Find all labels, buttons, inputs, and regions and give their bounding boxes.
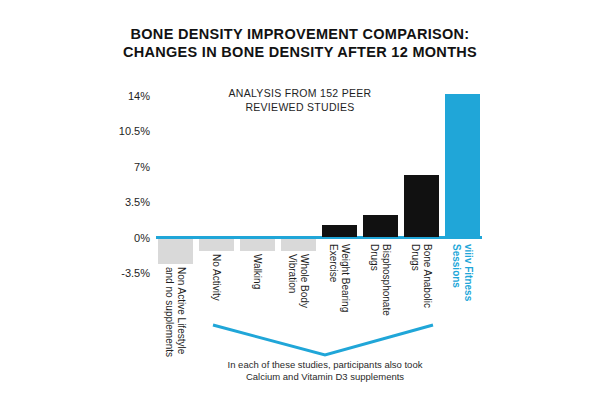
- bar-non-active-lifestyle-and-no-supplements: [158, 239, 193, 264]
- bar-label-walking: Walking: [250, 254, 263, 289]
- y-axis-tick: 14%: [80, 89, 150, 103]
- bar-viiiv-fitness-sessions: [445, 94, 480, 237]
- bar-walking: [240, 239, 275, 251]
- bar-weight-bearing-exercise: [322, 225, 357, 237]
- y-axis-tick: 0%: [80, 231, 150, 245]
- chart-title-line2: CHANGES IN BONE DENSITY AFTER 12 MONTHS: [0, 43, 600, 61]
- bar-whole-body-vibration: [281, 239, 316, 251]
- studies-note-line1: ANALYSIS FROM 152 PEER: [150, 87, 450, 101]
- y-axis-tick: -3.5%: [80, 266, 150, 280]
- chart-canvas: BONE DENSITY IMPROVEMENT COMPARISON: CHA…: [0, 0, 600, 400]
- supplements-note-line2: Calcium and Vitamin D3 supplements: [175, 371, 475, 383]
- bar-no-activity: [199, 239, 234, 251]
- chart-title-line1: BONE DENSITY IMPROVEMENT COMPARISON:: [0, 25, 600, 43]
- studies-note-line2: REVIEWED STUDIES: [150, 101, 450, 115]
- supplements-note: In each of these studies, participants a…: [175, 359, 475, 383]
- bar-label-no-activity: No Activity: [209, 254, 222, 301]
- studies-note: ANALYSIS FROM 152 PEER REVIEWED STUDIES: [150, 87, 450, 114]
- bar-label-non-active-lifestyle-and-no-supplements: Non Active Lifestyle and no supplements: [162, 267, 187, 357]
- bar-label-viiiv-fitness-sessions: viiiv Fitness Sessions: [449, 244, 474, 301]
- chart-title: BONE DENSITY IMPROVEMENT COMPARISON: CHA…: [0, 25, 600, 61]
- supplements-note-line1: In each of these studies, participants a…: [175, 359, 475, 371]
- bar-bone-anabolic-drugs: [404, 175, 439, 237]
- y-axis-tick: 3.5%: [80, 195, 150, 209]
- v-bracket-line: [213, 325, 433, 355]
- bar-label-whole-body-vibration: Whole Body Vibration: [285, 254, 310, 308]
- bar-label-bone-anabolic-drugs: Bone Anabolic Drugs: [408, 244, 433, 308]
- bar-label-weight-bearing-exercise: Weight Bearing Exercise: [326, 244, 351, 312]
- bar-bisphosphonate-drugs: [363, 215, 398, 237]
- y-axis-tick: 7%: [80, 160, 150, 174]
- y-axis-tick: 10.5%: [80, 124, 150, 138]
- bar-label-bisphosphonate-drugs: Bisphosphonate Drugs: [367, 244, 392, 316]
